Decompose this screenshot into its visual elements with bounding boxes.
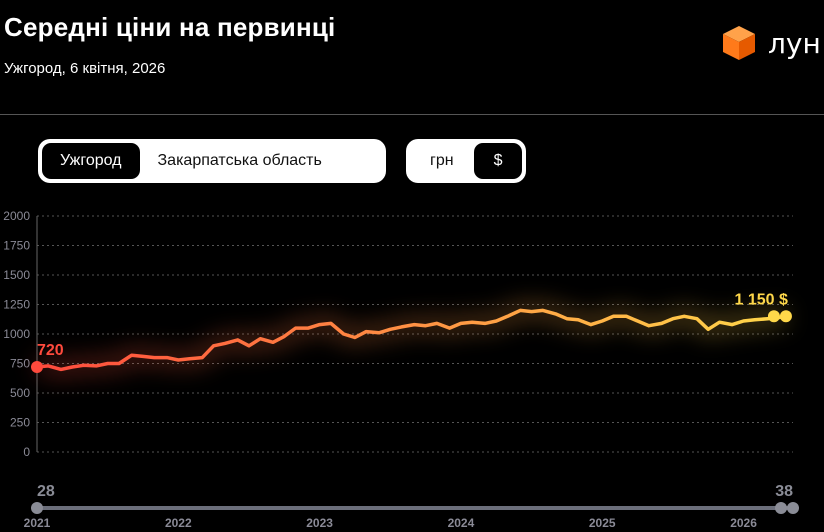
y-tick-label: 0 bbox=[23, 445, 30, 459]
x-tick-label: 2023 bbox=[306, 516, 333, 530]
x-tick-label: 2024 bbox=[448, 516, 475, 530]
location-option-uzhhorod[interactable]: Ужгород bbox=[42, 143, 140, 179]
brand-logo-text: лун bbox=[768, 26, 821, 60]
range-end-label: 38 bbox=[775, 483, 793, 500]
header-divider bbox=[0, 114, 824, 115]
y-tick-label: 1250 bbox=[3, 298, 30, 312]
end-point-marker bbox=[767, 310, 780, 323]
start-value-label: 720 bbox=[37, 342, 64, 359]
x-tick-label: 2022 bbox=[165, 516, 192, 530]
x-tick-label: 2021 bbox=[24, 516, 51, 530]
range-slider-end-handle[interactable] bbox=[775, 502, 787, 514]
end-value-label: 1 150 $ bbox=[735, 291, 788, 308]
y-tick-label: 1750 bbox=[3, 239, 30, 253]
series-line bbox=[35, 308, 788, 372]
location-toggle: Ужгород Закарпатська область bbox=[38, 139, 386, 183]
y-tick-label: 1000 bbox=[3, 327, 30, 341]
currency-option-uah[interactable]: грн bbox=[430, 152, 454, 169]
y-tick-label: 2000 bbox=[3, 209, 30, 223]
x-tick-label: 2026 bbox=[730, 516, 757, 530]
page-subtitle: Ужгород, 6 квітня, 2026 bbox=[4, 60, 166, 77]
start-point-marker bbox=[31, 361, 43, 374]
end-point-marker bbox=[779, 310, 792, 323]
page-title: Середні ціни на первинці bbox=[4, 12, 336, 42]
brand-logo[interactable]: лун bbox=[718, 22, 821, 64]
y-tick-label: 1500 bbox=[3, 268, 30, 282]
y-tick-label: 750 bbox=[10, 357, 30, 371]
range-slider-start-handle[interactable] bbox=[31, 502, 43, 514]
currency-option-usd[interactable]: $ bbox=[473, 143, 523, 179]
range-start-label: 28 bbox=[37, 483, 55, 500]
currency-toggle: грн $ bbox=[406, 139, 526, 183]
range-slider-end-handle[interactable] bbox=[787, 502, 799, 514]
x-tick-label: 2025 bbox=[589, 516, 616, 530]
y-tick-label: 250 bbox=[10, 416, 30, 430]
location-option-zakarpattia[interactable]: Закарпатська область bbox=[157, 152, 322, 169]
cube-logo-icon bbox=[723, 26, 755, 60]
y-tick-label: 500 bbox=[10, 386, 30, 400]
